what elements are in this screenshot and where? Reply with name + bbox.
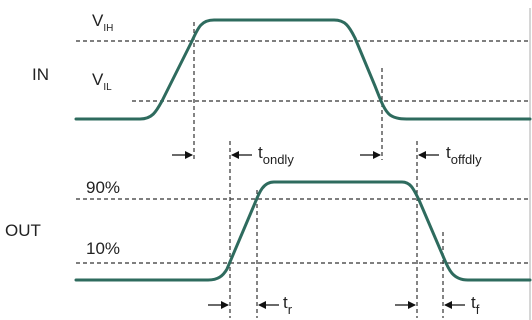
t-offdly-main: t [446,143,451,162]
vih-subscript: IH [103,23,113,34]
t-r-label: tr [283,293,293,317]
vil-label: VIL [92,70,112,93]
t-f-subscript: f [476,302,480,317]
t-r-subscript: r [288,302,293,317]
vih-label: VIH [92,11,113,34]
t-ondly-label: tondly [258,143,294,167]
pct-10-label: 10% [86,239,120,258]
out-label: OUT [5,221,41,240]
t-ondly-subscript: ondly [263,152,295,167]
vih-main: V [92,11,104,30]
t-offdly-subscript: offdly [451,152,482,167]
pct-90-label: 90% [86,178,120,197]
t-f-label: tf [471,293,480,317]
in-label: IN [32,65,49,84]
t-f-main: t [471,293,476,312]
t-ondly-main: t [258,143,263,162]
vil-subscript: IL [103,82,112,93]
input-waveform [74,18,532,121]
vil-main: V [92,70,104,89]
t-offdly-label: toffdly [446,143,482,167]
output-waveform [74,180,532,282]
t-r-main: t [283,293,288,312]
